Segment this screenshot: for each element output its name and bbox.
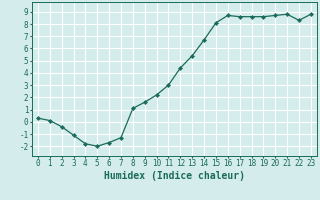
X-axis label: Humidex (Indice chaleur): Humidex (Indice chaleur): [104, 171, 245, 181]
